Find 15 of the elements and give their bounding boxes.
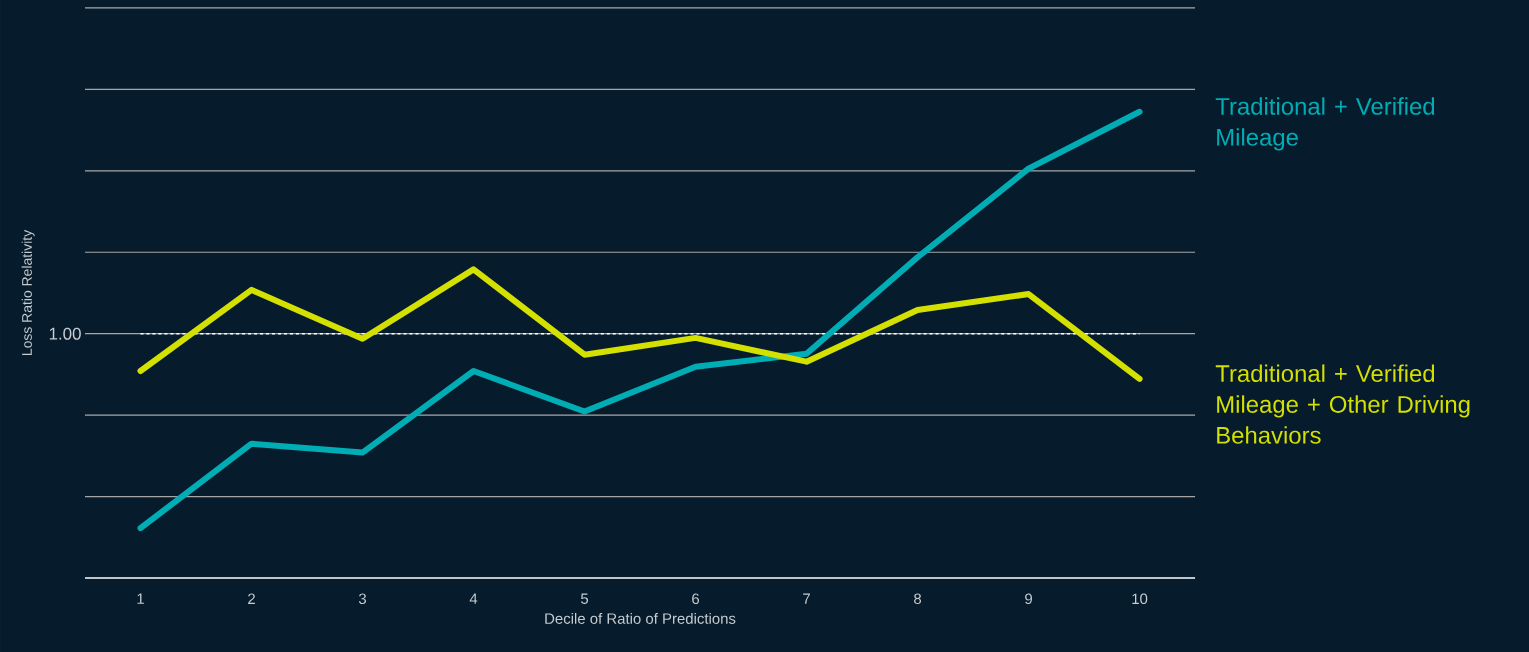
x-tick-label: 10	[1132, 593, 1148, 605]
x-tick-label: 7	[803, 593, 810, 604]
x-tick-label: 5	[580, 593, 589, 604]
y-axis-title: Loss Ratio Relativity	[21, 229, 35, 356]
x-tick-label: 3	[358, 593, 367, 605]
x-tick-label: 6	[692, 593, 700, 605]
text: 1.00	[49, 327, 81, 340]
x-tick-label: 9	[1025, 593, 1032, 605]
x-tick-label: 4	[469, 593, 478, 604]
x-tick-label: 8	[914, 593, 922, 605]
x-tick-label: 1	[137, 593, 144, 604]
x-axis-title: Decile of Ratio of Predictions	[545, 612, 736, 624]
text: Traditional + Verified Mileage + Other Driving Behaviors	[1215, 364, 1470, 444]
text: Traditional + Verified Mileage	[1215, 97, 1435, 151]
x-tick-label: 2	[248, 593, 255, 604]
